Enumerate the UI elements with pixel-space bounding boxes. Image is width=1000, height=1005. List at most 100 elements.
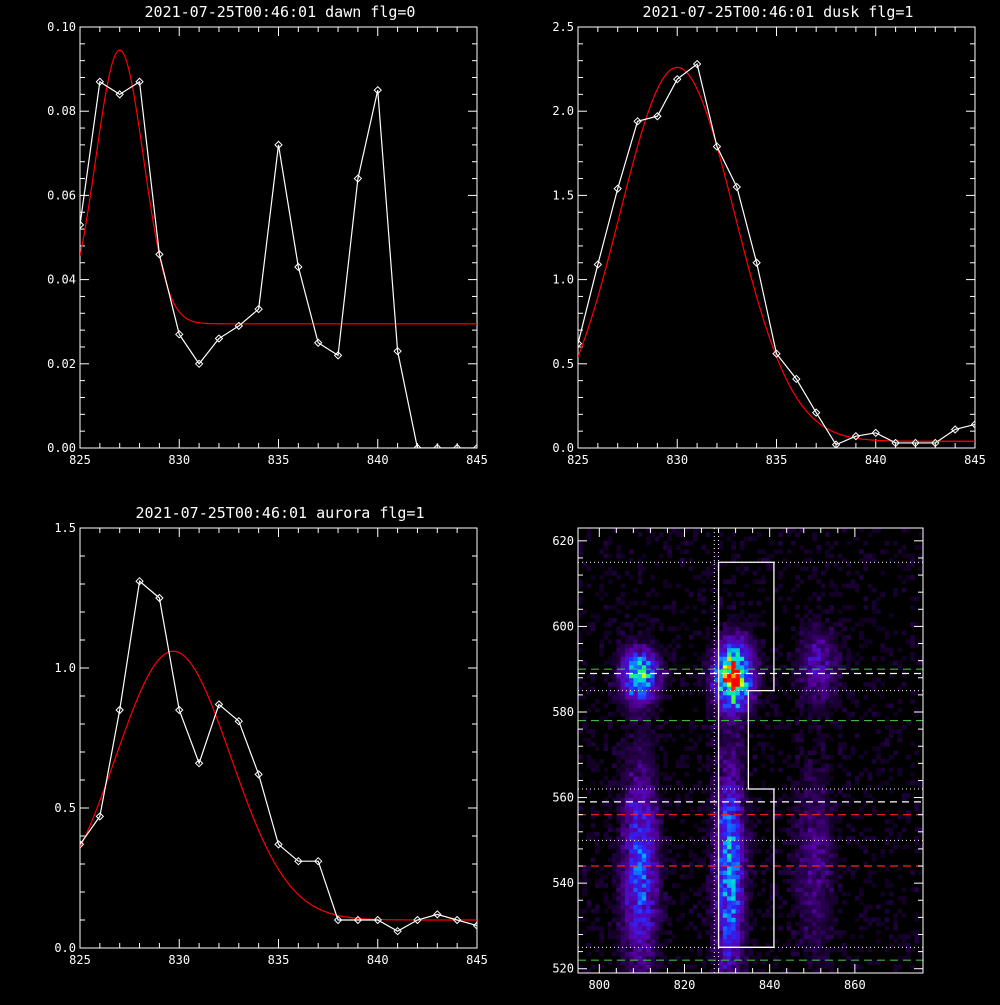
heatmap-cell — [837, 677, 843, 683]
heatmap-cell — [727, 677, 732, 683]
heatmap-cell — [816, 793, 822, 798]
heatmap-cell — [871, 703, 877, 709]
heatmap-cell — [722, 887, 728, 893]
heatmap-cell — [637, 669, 643, 674]
heatmap-cell — [624, 664, 630, 670]
heatmap-cell — [739, 677, 745, 683]
heatmap-cell — [722, 630, 728, 636]
heatmap-cell — [816, 686, 822, 691]
heatmap-cell — [705, 626, 711, 632]
heatmap-cell — [620, 763, 626, 769]
heatmap-cell — [748, 536, 754, 542]
heatmap-cell — [637, 810, 643, 816]
heatmap-cell — [590, 686, 596, 691]
aurora-data-point — [254, 770, 263, 779]
heatmap-cell — [693, 707, 698, 713]
heatmap-cell — [578, 806, 583, 811]
aurora-data-point — [135, 576, 144, 586]
heatmap-cell — [620, 814, 626, 820]
heatmap-cell — [714, 711, 719, 717]
heatmap-cell — [795, 943, 800, 948]
heatmap-cell — [663, 943, 668, 948]
heatmap-cell — [897, 767, 903, 773]
heatmap-cell — [629, 720, 634, 726]
heatmap-cell — [718, 737, 724, 743]
heatmap-cell — [701, 690, 707, 696]
heatmap-cell — [786, 938, 792, 944]
heatmap-cell — [714, 737, 719, 743]
heatmap-cell — [680, 861, 685, 867]
heatmap-cell — [744, 934, 749, 940]
heatmap-cell — [599, 780, 604, 786]
heatmap-cell — [646, 917, 651, 923]
heatmap-cell — [637, 613, 643, 619]
heatmap-cell — [854, 660, 860, 666]
dawn-data-point — [413, 443, 422, 448]
heatmap-cell — [616, 814, 621, 820]
heatmap-cell — [739, 925, 745, 931]
heatmap-cell — [910, 887, 915, 893]
heatmap-cell — [607, 682, 613, 687]
heatmap-cell — [607, 784, 613, 790]
heatmap-cell — [739, 562, 745, 567]
heatmap-cell — [871, 870, 877, 875]
heatmap-cell — [667, 960, 673, 965]
heatmap-cell — [629, 733, 634, 739]
heatmap-cell — [727, 690, 732, 696]
heatmap-cell — [812, 532, 817, 537]
heatmap-cell — [782, 557, 788, 563]
heatmap-cell — [658, 532, 664, 537]
heatmap-cell — [710, 823, 715, 828]
heatmap-cell — [829, 682, 834, 687]
heatmap-cell — [867, 870, 873, 875]
heatmap-cell — [820, 913, 826, 918]
heatmap-cell — [646, 682, 651, 687]
heatmap-cell — [795, 703, 800, 709]
heatmap-cell — [816, 844, 822, 850]
heatmap-cell — [616, 951, 621, 957]
heatmap-cell — [688, 566, 694, 572]
heatmap-cell — [739, 797, 745, 803]
heatmap-cell — [808, 806, 813, 811]
heatmap-cell — [641, 878, 647, 884]
heatmap-cell — [616, 921, 621, 927]
heatmap-cell — [876, 767, 881, 773]
heatmap-cell — [727, 797, 732, 803]
heatmap-cell — [680, 540, 685, 546]
heatmap-cell — [654, 741, 660, 747]
heatmap-cell — [842, 664, 847, 670]
heatmap-cell — [629, 883, 634, 888]
heatmap-cell — [663, 874, 668, 880]
heatmap-cell — [710, 771, 715, 777]
heatmap-cell — [761, 652, 766, 657]
heatmap-cell — [914, 750, 920, 756]
heatmap-cell — [795, 883, 800, 888]
heatmap-cell — [854, 866, 860, 871]
heatmap-cell — [620, 934, 626, 940]
heatmap-cell — [808, 724, 813, 730]
heatmap-cell — [616, 600, 621, 606]
heatmap-cell — [629, 626, 634, 632]
heatmap-cell — [633, 656, 639, 662]
heatmap-cell — [654, 686, 660, 691]
heatmap-cell — [718, 887, 724, 893]
heatmap-cell — [731, 844, 736, 850]
heatmap-cell — [854, 570, 860, 576]
heatmap-cell — [842, 870, 847, 875]
heatmap-cell — [893, 630, 898, 636]
heatmap-cell — [825, 643, 830, 649]
heatmap-cell — [765, 908, 771, 914]
heatmap-cell — [739, 634, 745, 640]
heatmap-cell — [803, 831, 809, 837]
heatmap-cell — [616, 925, 621, 931]
heatmap-cell — [833, 647, 839, 653]
heatmap-cell — [616, 690, 621, 696]
heatmap-cell — [578, 634, 583, 640]
heatmap-cell — [590, 810, 596, 816]
heatmap-cell — [663, 720, 668, 726]
heatmap-cell — [812, 836, 817, 841]
heatmap-cell — [684, 754, 690, 760]
heatmap-cell — [901, 955, 907, 961]
heatmap-cell — [761, 677, 766, 683]
heatmap-cell — [629, 741, 634, 747]
